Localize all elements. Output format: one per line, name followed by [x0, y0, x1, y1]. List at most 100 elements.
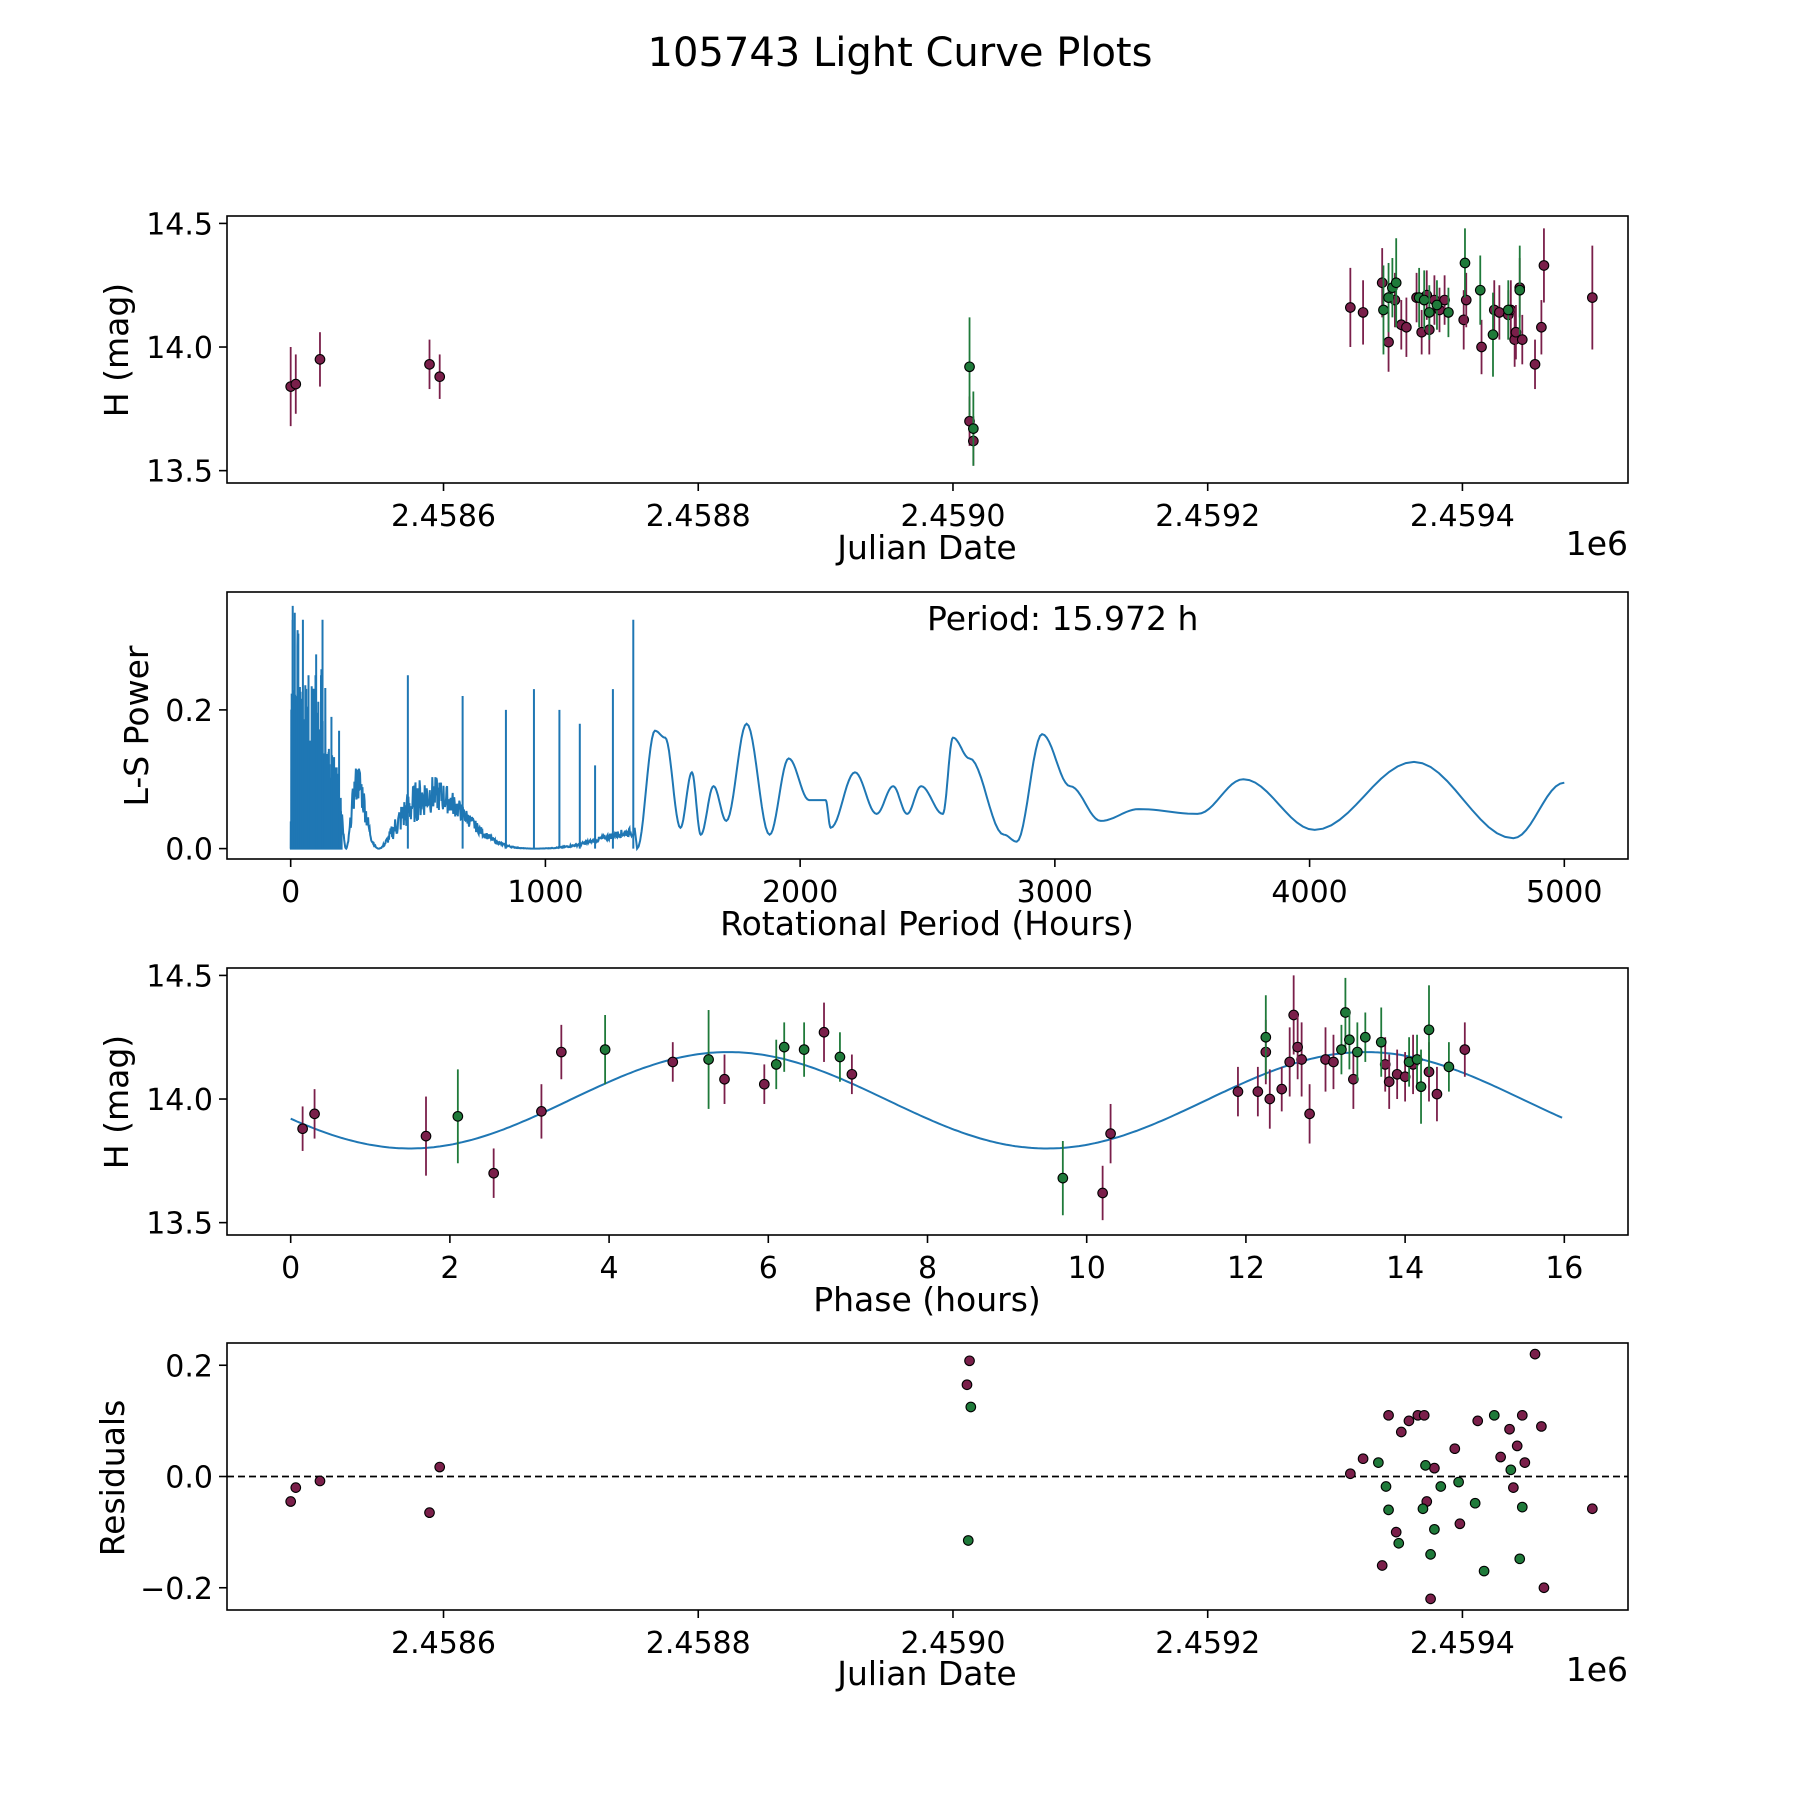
residuals-point-r: [1511, 1440, 1523, 1452]
panel-periodogram: 0 1000 2000 3000 4000 5000 0.0 0.2 Period: 15.9…: [117, 591, 1629, 943]
residuals-point-r: [1383, 1409, 1394, 1421]
residuals-point-g: [1429, 1523, 1440, 1535]
lightcurve-point-r: [1536, 321, 1547, 333]
residuals-point-r: [434, 1461, 446, 1473]
residuals-point-g: [1453, 1476, 1464, 1488]
phased-point-r: [1252, 1086, 1264, 1097]
residuals-point-r: [1403, 1415, 1415, 1427]
lightcurve-point-g: [1390, 277, 1402, 289]
lightcurve-xlabel: Julian Date: [835, 528, 1017, 567]
lightcurve-point-r: [1439, 294, 1450, 306]
phased-point-r: [1284, 1056, 1296, 1068]
periodogram-annotation: Period: 15.972 h: [927, 599, 1198, 638]
lightcurve-ytick-label: 13.5: [146, 455, 213, 490]
lightcurve-plot-area: [285, 228, 1598, 466]
lightcurve-point-g: [1418, 294, 1430, 306]
lightcurve-point-r: [1494, 307, 1505, 318]
lightcurve-point-r: [1529, 358, 1541, 370]
lightcurve-point-r: [424, 358, 435, 370]
residuals-point-g: [1417, 1503, 1429, 1515]
phased-xtick-label: 12: [1227, 1251, 1265, 1286]
lightcurve-point-r: [1376, 277, 1388, 289]
residuals-point-r: [1586, 1503, 1598, 1515]
residuals-point-g: [1469, 1497, 1481, 1509]
residuals-point-g: [1380, 1481, 1392, 1492]
residuals-point-r: [1376, 1560, 1388, 1571]
lightcurve-point-g: [1431, 299, 1443, 311]
residuals-point-g: [1425, 1549, 1436, 1560]
residuals-plot-area: [227, 1348, 1628, 1605]
phased-point-r: [1105, 1128, 1116, 1139]
phased-point-r: [758, 1078, 770, 1090]
phased-point-g: [599, 1044, 611, 1055]
residuals-point-g: [1488, 1409, 1500, 1421]
lightcurve-point-r: [1344, 302, 1356, 313]
lightcurve-point-g: [1514, 284, 1526, 296]
phased-point-r: [1264, 1093, 1276, 1105]
lightcurve-xtick-label: 2.4586: [391, 499, 496, 534]
lightcurve-point-g: [1423, 307, 1435, 318]
lightcurve-ytick-label: 14.0: [146, 331, 213, 366]
phased-point-r: [488, 1167, 500, 1179]
phased-point-g: [1443, 1061, 1455, 1073]
residuals-point-r: [285, 1496, 297, 1507]
phased-point-r: [1276, 1083, 1288, 1095]
phased-point-g: [1260, 1031, 1272, 1043]
lightcurve-point-r: [1476, 341, 1487, 353]
periodogram-xtick-label: 3000: [1017, 875, 1093, 910]
lightcurve-point-g: [1474, 284, 1486, 296]
lightcurve-point-g: [1502, 304, 1514, 316]
periodogram-frame: [226, 591, 1629, 860]
phased-point-g: [778, 1041, 790, 1053]
lightcurve-point-r: [1586, 292, 1598, 303]
panel-lightcurve: 2.4586 2.4588 2.4590 2.4592 2.4594 13.5 14.0 14…: [97, 207, 1629, 567]
residuals-point-g: [1420, 1460, 1431, 1471]
residuals-xtick-label: 2.4588: [646, 1626, 751, 1661]
lightcurve-xtick-label: 2.4588: [646, 499, 751, 534]
residuals-point-r: [1538, 1582, 1550, 1594]
phased-xtick-label: 2: [440, 1251, 459, 1286]
residuals-point-r: [1390, 1526, 1402, 1538]
phased-point-g: [1423, 1024, 1435, 1036]
periodogram-ytick-label: 0.2: [165, 694, 213, 729]
phased-ytick-label: 13.5: [146, 1207, 213, 1242]
lightcurve-point-r: [1401, 321, 1412, 333]
phased-point-g: [452, 1110, 464, 1122]
periodogram-power-line: [289, 619, 1565, 852]
residuals-point-r: [1425, 1593, 1436, 1605]
phased-point-r: [1304, 1108, 1315, 1120]
phased-point-r: [846, 1068, 858, 1080]
periodogram-ytick-label: 0.0: [165, 833, 213, 868]
phased-xlabel: Phase (hours): [813, 1280, 1041, 1319]
phased-point-g: [798, 1044, 810, 1055]
lightcurve-point-r: [1357, 307, 1369, 318]
residuals-xtick-label: 2.4586: [391, 1626, 496, 1661]
residuals-point-r: [1529, 1348, 1541, 1360]
lightcurve-x-offset: 1e6: [1566, 524, 1628, 563]
phased-point-r: [1232, 1086, 1244, 1097]
residuals-xtick-label: 2.4594: [1410, 1626, 1515, 1661]
residuals-point-g: [962, 1535, 974, 1546]
phased-point-g: [1359, 1031, 1371, 1043]
phased-point-r: [536, 1106, 547, 1117]
lightcurve-point-r: [1460, 294, 1472, 306]
residuals-point-r: [961, 1379, 973, 1391]
residuals-point-g: [1435, 1481, 1447, 1492]
phased-point-g: [1057, 1172, 1069, 1184]
phased-point-r: [667, 1056, 679, 1068]
lightcurve-point-r: [290, 378, 302, 390]
phased-plot-area: [290, 975, 1563, 1221]
residuals-point-r: [290, 1482, 302, 1493]
phased-point-r: [309, 1108, 320, 1120]
lightcurve-frame: [226, 215, 1629, 484]
residuals-xtick-label: 2.4592: [1155, 1626, 1260, 1661]
residuals-ytick-label: −0.2: [140, 1572, 213, 1607]
phased-point-r: [1328, 1056, 1339, 1068]
lightcurve-point-g: [1378, 304, 1389, 316]
residuals-point-g: [1478, 1565, 1490, 1577]
residuals-point-g: [1505, 1464, 1517, 1476]
residuals-point-g: [965, 1401, 977, 1413]
phased-point-g: [834, 1051, 846, 1063]
lightcurve-point-r: [1516, 334, 1528, 345]
